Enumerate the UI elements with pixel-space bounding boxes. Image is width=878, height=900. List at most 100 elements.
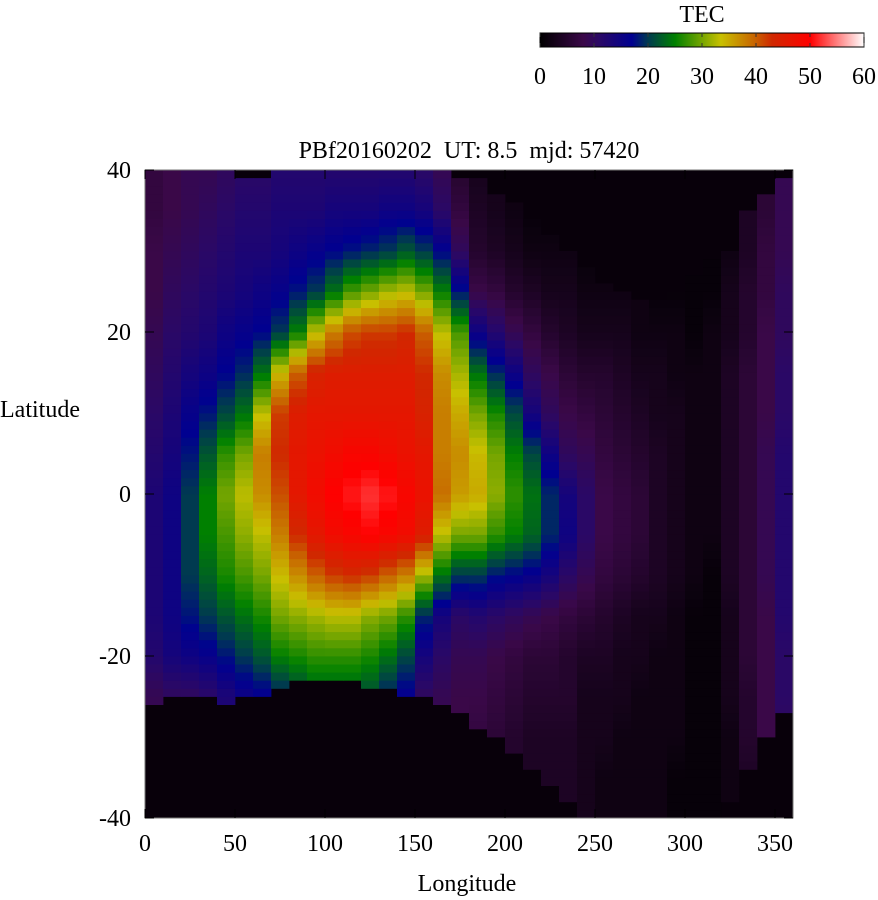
heatmap-cell [235,178,254,187]
heatmap-cell [577,566,596,576]
heatmap-cell [163,566,182,576]
heatmap-cell [721,607,740,616]
heatmap-cell [235,372,254,381]
heatmap-cell [325,575,344,584]
heatmap-cell [235,485,254,495]
heatmap-cell [343,364,362,373]
heatmap-cell [595,396,614,406]
heatmap-cell [397,364,416,373]
heatmap-cell [523,348,542,357]
heatmap-cell [577,704,596,714]
heatmap-cell [163,332,182,341]
heatmap-cell [613,332,632,341]
heatmap-cell [613,485,632,495]
heatmap-cell [487,218,506,228]
heatmap-cell [181,453,200,462]
heatmap-cell [721,672,740,681]
heatmap-cell [613,340,632,349]
heatmap-cell [469,704,488,714]
heatmap-cell [469,413,488,422]
heatmap-cell [163,283,182,292]
heatmap-cell [649,696,668,705]
heatmap-cell [145,550,164,560]
heatmap-cell [325,396,344,406]
heatmap-cell [217,348,236,357]
heatmap-cell [505,323,524,333]
heatmap-cell [325,453,344,462]
heatmap-cell [577,396,596,406]
heatmap-cell [397,388,416,398]
heatmap-cell [487,502,506,511]
heatmap-cell [775,429,794,438]
heatmap-cell [361,323,380,333]
heatmap-cell [667,307,686,317]
heatmap-cell [559,510,578,519]
heatmap-cell [451,186,470,195]
heatmap-cell [307,299,326,309]
heatmap-cell [451,332,470,341]
heatmap-cell [469,566,488,576]
heatmap-cell [757,372,776,381]
heatmap-cell [631,469,650,479]
heatmap-cell [379,210,398,219]
heatmap-cell [775,396,794,406]
heatmap-cell [379,218,398,228]
heatmap-cell [307,647,326,657]
heatmap-cell [595,291,614,300]
heatmap-cell [667,421,686,430]
heatmap-cell [595,437,614,446]
heatmap-cell [523,737,542,746]
heatmap-cell [487,315,506,325]
heatmap-cell [397,234,416,244]
heatmap-cell [631,558,650,568]
heatmap-cell [307,534,326,543]
heatmap-cell [595,323,614,333]
heatmap-cell [667,494,686,503]
heatmap-cell [577,283,596,292]
heatmap-cell [505,340,524,349]
heatmap-cell [577,299,596,309]
heatmap-cell [541,299,560,309]
heatmap-cell [721,550,740,560]
heatmap-cell [361,356,380,365]
heatmap-cell [379,639,398,649]
heatmap-cell [577,477,596,487]
heatmap-cell [181,275,200,284]
heatmap-cell [757,728,776,738]
heatmap-cell [433,323,452,333]
heatmap-cell [541,737,560,746]
heatmap-cell [721,656,740,665]
heatmap-cell [397,218,416,228]
heatmap-cell [559,340,578,349]
heatmap-cell [271,404,290,414]
heatmap-cell [325,202,344,211]
heatmap-cell [253,396,272,406]
heatmap-cell [577,801,596,811]
heatmap-cell [739,307,758,317]
heatmap-cell [703,737,722,746]
heatmap-cell [451,461,470,471]
heatmap-cell [667,583,686,592]
heatmap-cell [361,404,380,414]
heatmap-cell [649,558,668,568]
heatmap-cell [181,510,200,519]
heatmap-cell [649,753,668,762]
heatmap-cell [487,494,506,503]
heatmap-cell [595,623,614,633]
heatmap-cell [145,178,164,187]
heatmap-cell [217,550,236,560]
heatmap-cell [397,502,416,511]
heatmap-cell [199,299,218,309]
heatmap-cell [145,259,164,268]
heatmap-cell [271,267,290,276]
heatmap-cell [775,291,794,300]
heatmap-cell [289,186,308,195]
heatmap-cell [541,712,560,722]
heatmap-cell [523,234,542,244]
heatmap-cell [631,526,650,535]
heatmap-cell [649,801,668,811]
heatmap-cell [595,340,614,349]
heatmap-cell [145,388,164,398]
heatmap-cell [361,510,380,519]
heatmap-cell [145,251,164,260]
